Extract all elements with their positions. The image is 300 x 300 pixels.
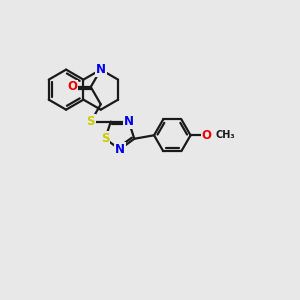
Text: O: O	[202, 129, 212, 142]
Text: N: N	[115, 143, 125, 156]
Text: S: S	[101, 132, 110, 145]
Text: CH₃: CH₃	[215, 130, 235, 140]
Text: O: O	[67, 80, 77, 94]
Text: N: N	[124, 115, 134, 128]
Text: N: N	[96, 63, 106, 76]
Text: S: S	[86, 115, 95, 128]
